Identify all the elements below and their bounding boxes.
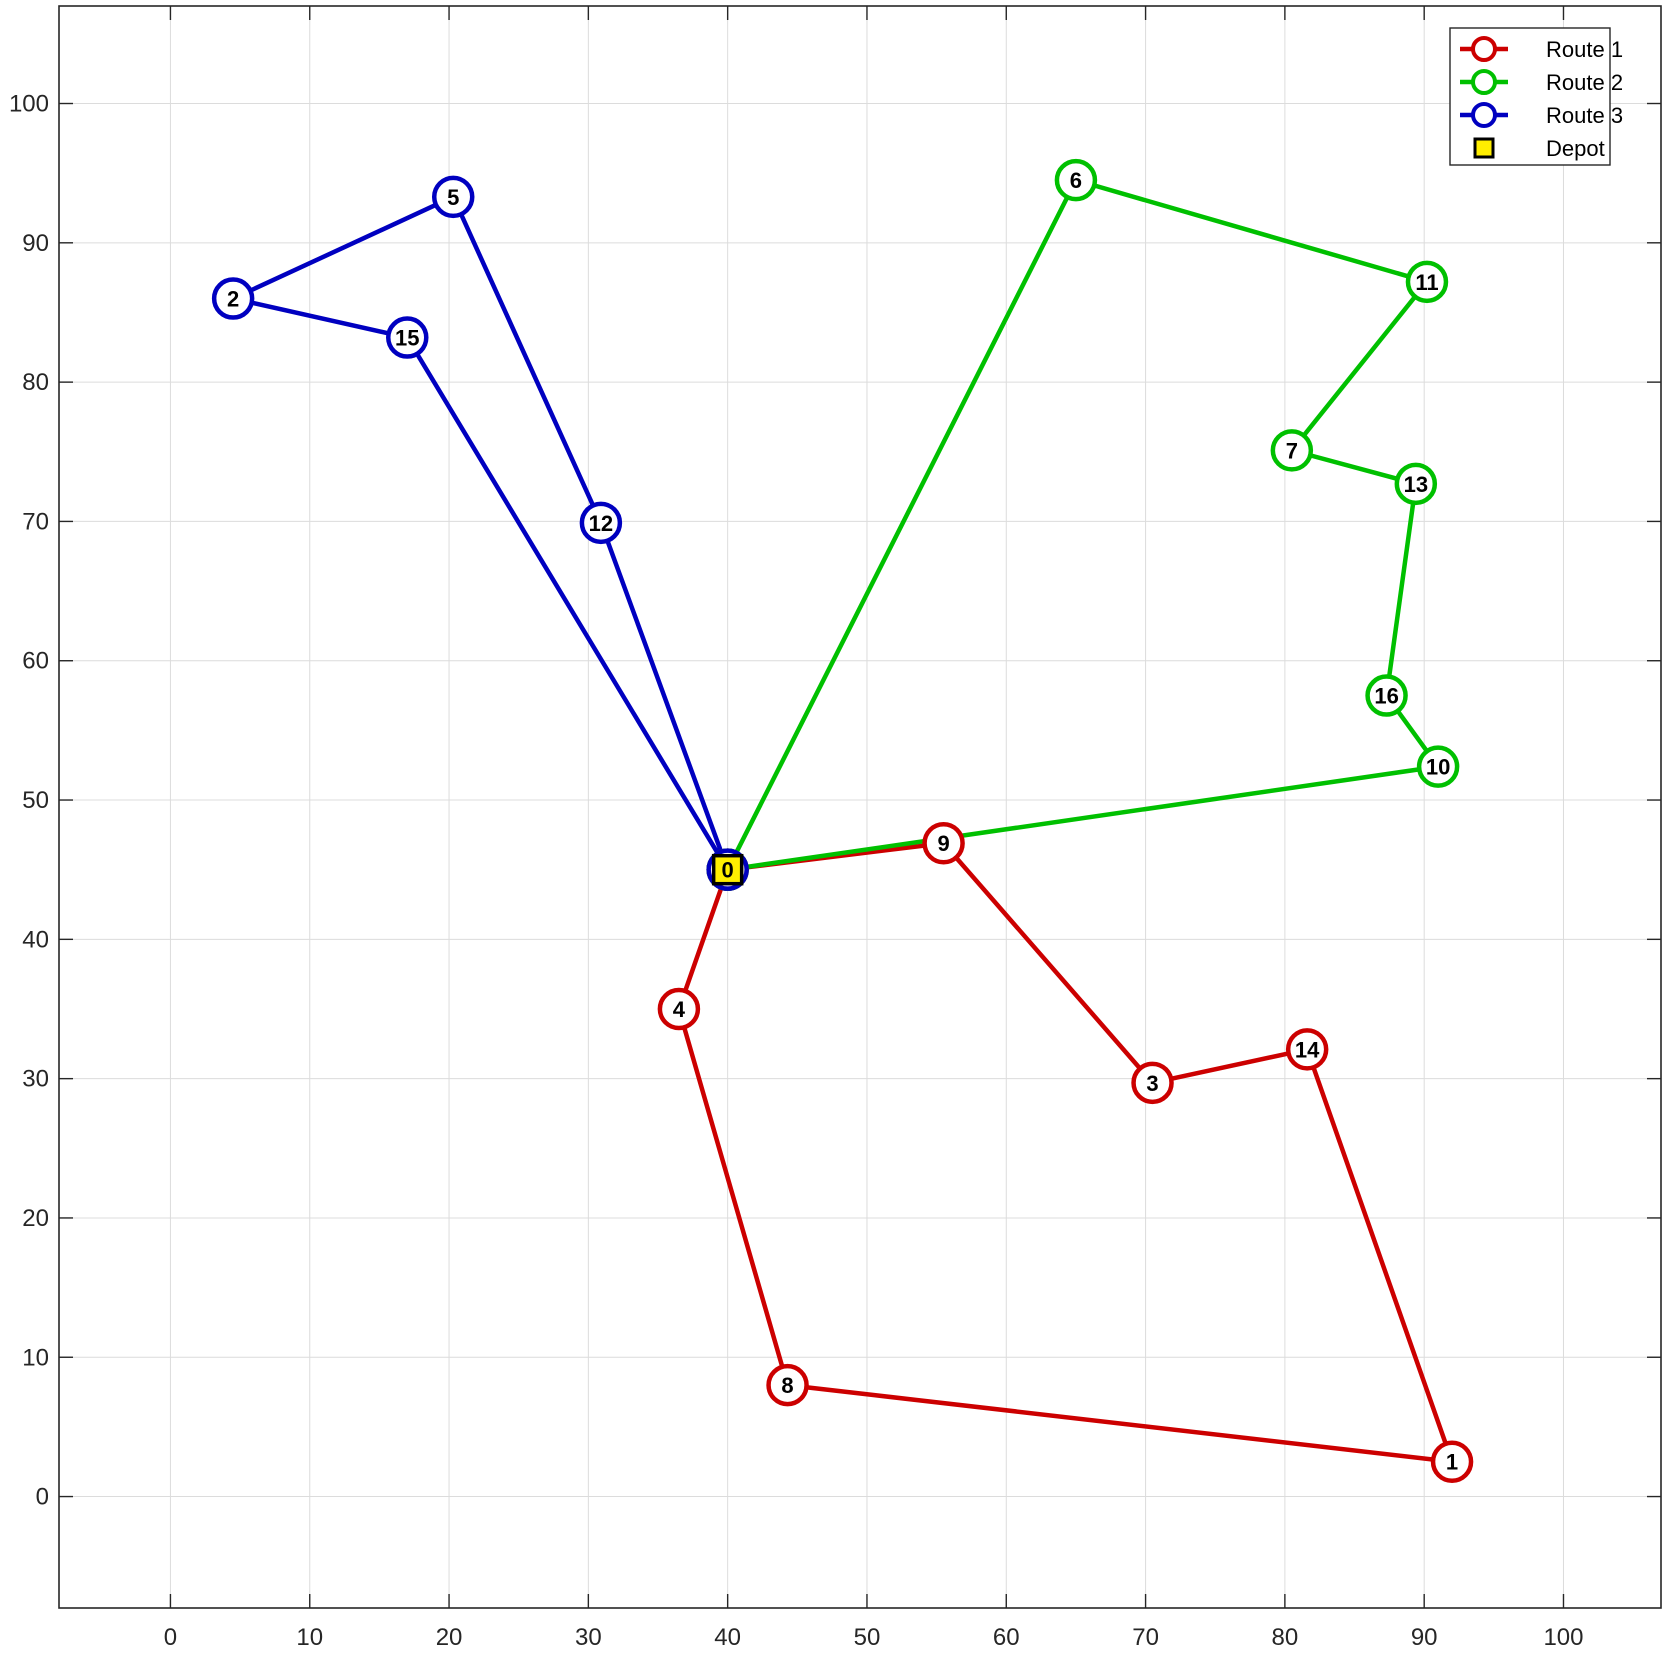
node-label: 1 <box>1446 1450 1458 1475</box>
y-tick-label: 40 <box>22 926 49 953</box>
route-1-node-8 <box>766 1363 809 1407</box>
legend-marker-route-3 <box>1471 102 1497 128</box>
depot-marker <box>711 853 744 886</box>
node-label: 9 <box>937 831 949 856</box>
legend-marker-depot <box>1473 137 1495 159</box>
x-tick-label: 10 <box>296 1624 323 1651</box>
route-2-node-6 <box>1054 158 1098 202</box>
legend-label-route-2: Route 2 <box>1546 70 1623 95</box>
legend: Route 1 Route 2 Route 3 Depot <box>1449 27 1623 166</box>
node-label: 3 <box>1146 1071 1158 1096</box>
y-tick-label: 60 <box>22 648 49 675</box>
route-3-node-15 <box>386 316 429 359</box>
route-1-node-14 <box>1285 1028 1329 1071</box>
x-tick-label: 100 <box>1543 1624 1583 1651</box>
axis-ticks: 0 10 20 30 40 50 60 70 80 90 100010203040506070809… <box>9 6 1661 1651</box>
route-2-node-16 <box>1365 674 1408 717</box>
legend-marker-route-1 <box>1471 36 1497 62</box>
route-2-node-10 <box>1416 745 1460 788</box>
depot-marker-group <box>711 853 744 886</box>
node-label: 5 <box>447 185 459 210</box>
legend-label-depot: Depot <box>1546 136 1605 161</box>
route-1-node-9 <box>922 821 965 865</box>
route-1-line <box>676 840 1455 1464</box>
y-tick-label: 10 <box>22 1344 49 1371</box>
route-3-node-12 <box>579 501 623 545</box>
y-tick-label: 0 <box>36 1484 49 1511</box>
x-tick-label: 30 <box>575 1624 602 1651</box>
route-3-node-5 <box>431 175 475 219</box>
x-tick-label: 50 <box>854 1624 881 1651</box>
x-tick-label: 20 <box>436 1624 463 1651</box>
y-tick-label: 100 <box>9 91 49 118</box>
node-label: 0 <box>722 858 734 883</box>
axes-box <box>58 5 1662 1609</box>
route-2-node-11 <box>1405 260 1449 304</box>
route-2-node-7 <box>1270 429 1314 472</box>
y-tick-label: 30 <box>22 1066 49 1093</box>
node-label: 14 <box>1295 1037 1320 1062</box>
node-label: 16 <box>1374 684 1398 709</box>
route-3-node-2 <box>211 277 255 320</box>
y-tick-label: 90 <box>22 230 49 257</box>
node-label: 15 <box>395 326 419 351</box>
route-2-node-13 <box>1394 462 1438 506</box>
y-tick-label: 80 <box>22 369 49 396</box>
legend-label-route-3: Route 3 <box>1546 103 1623 128</box>
x-tick-label: 80 <box>1272 1624 1299 1651</box>
node-label: 13 <box>1404 472 1428 497</box>
node-label: 12 <box>589 511 613 536</box>
route-1-node-1 <box>1430 1440 1474 1483</box>
node-label: 2 <box>227 287 239 312</box>
node-label: 8 <box>781 1373 793 1398</box>
y-tick-label: 20 <box>22 1205 49 1232</box>
x-tick-label: 40 <box>714 1624 741 1651</box>
legend-label-route-1: Route 1 <box>1546 37 1623 62</box>
node-label: 4 <box>673 997 686 1022</box>
node-label: 7 <box>1286 438 1298 463</box>
x-tick-label: 70 <box>1132 1624 1159 1651</box>
route-3-line <box>230 194 730 872</box>
node-label: 6 <box>1070 168 1082 193</box>
route-1-node-3 <box>1131 1061 1174 1105</box>
x-tick-label: 60 <box>993 1624 1020 1651</box>
node-label: 10 <box>1426 755 1450 780</box>
route-1-node-4 <box>657 987 701 1031</box>
node-label: 11 <box>1415 270 1438 295</box>
x-tick-label: 0 <box>164 1624 177 1651</box>
x-tick-label: 90 <box>1411 1624 1438 1651</box>
legend-marker-route-2 <box>1471 69 1497 95</box>
y-tick-label: 50 <box>22 787 49 814</box>
y-tick-label: 70 <box>22 508 49 535</box>
